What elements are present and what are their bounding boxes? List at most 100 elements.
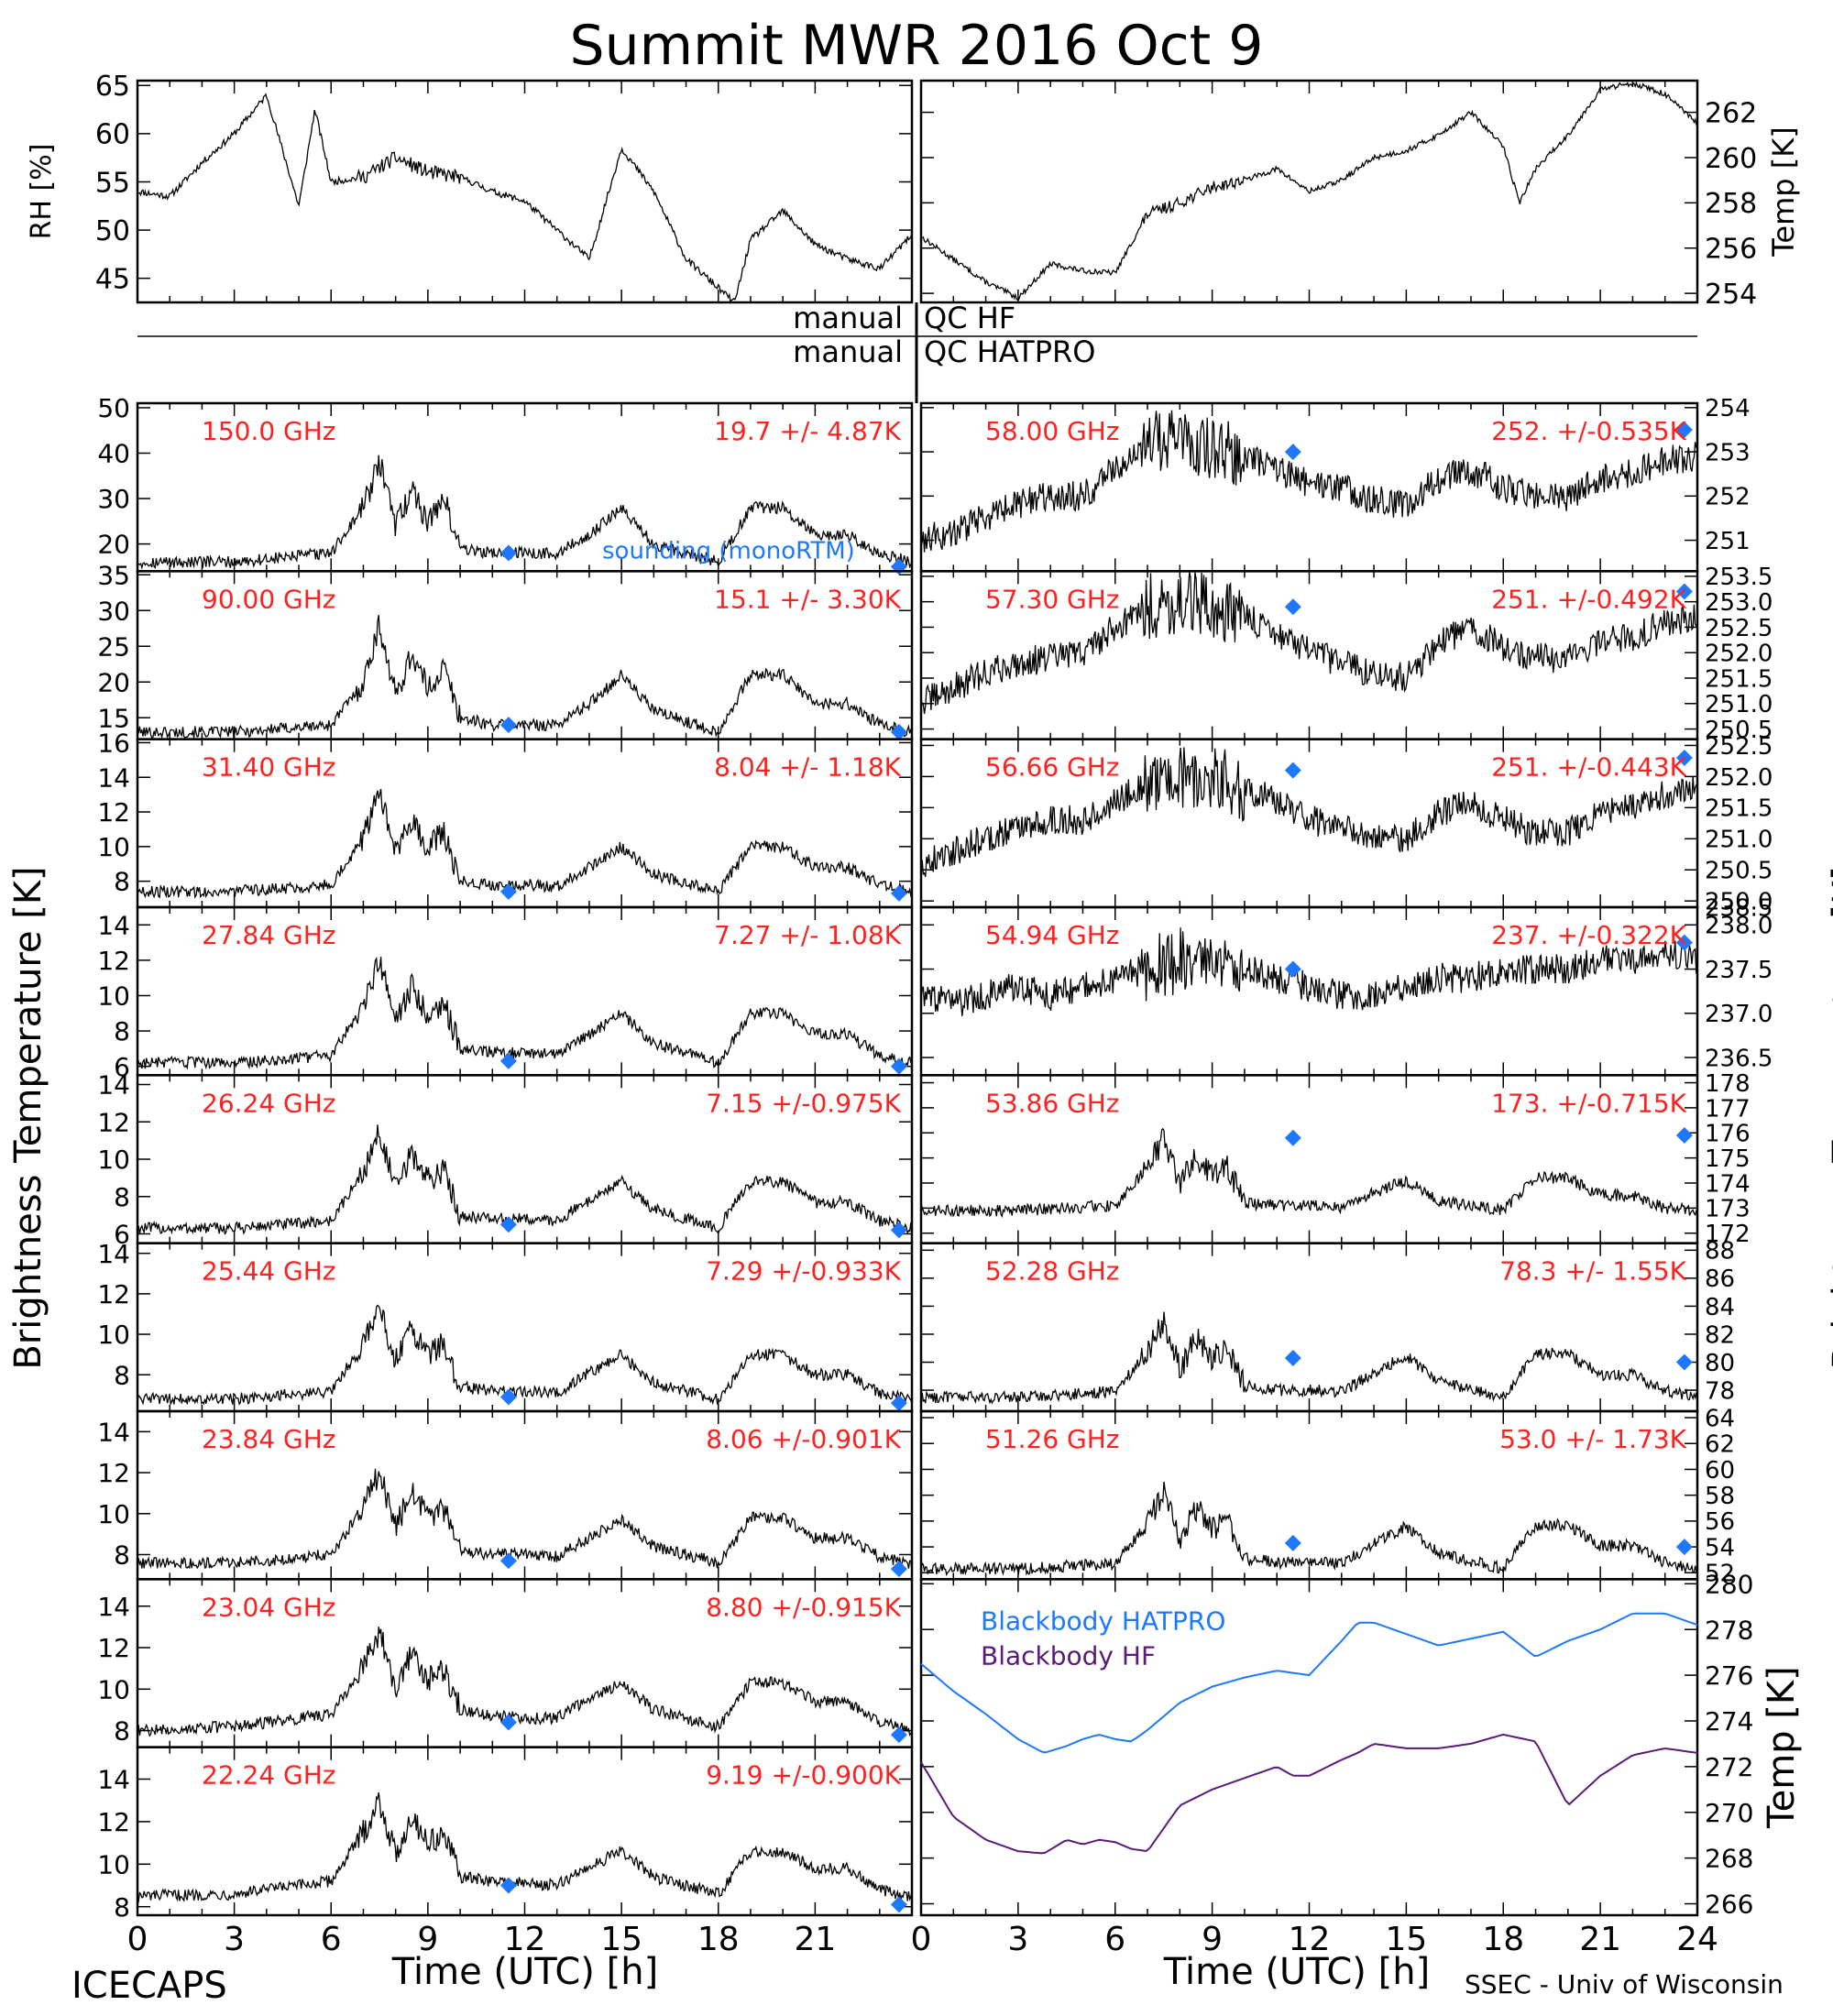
panel-y-label: RH [%] [26, 144, 58, 240]
sounding-marker [890, 1057, 907, 1075]
series-line-hf [920, 1733, 1698, 1855]
y-tick-label: 15 [97, 703, 130, 733]
data-trace [920, 81, 1698, 301]
y-tick-label: 14 [97, 910, 130, 940]
stats-label: 173. +/-0.715K [1491, 1088, 1686, 1118]
frequency-label: 150.0 GHz [202, 416, 336, 446]
sounding-marker [890, 1561, 907, 1578]
sounding-marker [890, 1222, 907, 1239]
y-tick-label: 173 [1705, 1196, 1751, 1223]
y-tick-label: 252 [1705, 484, 1751, 511]
sounding-marker [1675, 750, 1693, 767]
data-trace [920, 927, 1698, 1016]
sounding-legend-label: sounding (monoRTM) [602, 537, 855, 564]
y-tick-label: 16 [97, 729, 130, 759]
y-tick-label: 10 [97, 1320, 130, 1350]
y-tick-label: 10 [97, 1849, 130, 1879]
y-tick-label: 8 [114, 1540, 130, 1571]
y-tick-label: 252.5 [1705, 615, 1773, 642]
y-tick-label: 60 [1705, 1457, 1735, 1485]
x-tick-label-right: 6 [1104, 1921, 1125, 1958]
y-tick-label: 12 [97, 1633, 130, 1663]
sounding-marker [1675, 934, 1693, 951]
sounding-marker [499, 544, 517, 562]
y-tick-label: 80 [1705, 1350, 1735, 1377]
y-tick-label: 12 [97, 1107, 130, 1137]
y-tick-label: 251 [1705, 528, 1751, 555]
x-tick-label-right: 3 [1007, 1921, 1028, 1958]
sounding-marker [1284, 761, 1301, 779]
y-tick-label: 270 [1705, 1798, 1753, 1828]
sounding-marker [890, 1395, 907, 1412]
frequency-label: 54.94 GHz [985, 920, 1120, 950]
data-trace [920, 1481, 1698, 1577]
y-tick-label: 252.0 [1705, 764, 1773, 792]
y-tick-label: 172 [1705, 1221, 1751, 1248]
y-tick-label: 256 [1705, 234, 1757, 266]
sounding-marker [499, 1877, 517, 1894]
sounding-marker [499, 1216, 517, 1233]
stats-label: 237. +/-0.322K [1491, 920, 1686, 950]
y-tick-label: 238.0 [1705, 913, 1773, 940]
y-tick-label: 236.5 [1705, 1045, 1773, 1072]
frequency-label: 51.26 GHz [985, 1424, 1120, 1454]
y-tick-label: 251.5 [1705, 665, 1773, 693]
stats-label: 7.29 +/-0.933K [706, 1256, 901, 1287]
sounding-marker [1284, 1349, 1301, 1366]
y-tick-label: 177 [1705, 1095, 1751, 1123]
x-tick-label-right: 21 [1579, 1921, 1621, 1958]
y-tick-label: 56 [1705, 1508, 1735, 1536]
frequency-label: 26.24 GHz [202, 1088, 336, 1118]
channel-panel-left: 6 8 10 12 14 26.24 GHz 7.15 +/-0.975K [97, 1070, 914, 1250]
sounding-marker [1284, 1129, 1301, 1146]
y-tick-label: 30 [97, 596, 130, 626]
y-tick-label: 250.5 [1705, 717, 1773, 744]
y-tick-label: 268 [1705, 1844, 1753, 1874]
y-tick-label: 8 [114, 1016, 130, 1046]
sounding-marker [1675, 421, 1693, 438]
y-tick-label: 260 [1705, 143, 1757, 175]
sounding-marker [890, 723, 907, 740]
y-tick-label: 55 [95, 167, 130, 199]
y-tick-label: 175 [1705, 1145, 1751, 1173]
channel-panel-left: 8 10 12 14 23.84 GHz 8.06 +/-0.901K [97, 1409, 914, 1581]
x-axis-label-right: Time (UTC) [h] [1163, 1951, 1430, 1993]
rh-panel-frame [136, 79, 914, 304]
x-tick-label-right: 15 [1385, 1921, 1427, 1958]
frequency-label: 27.84 GHz [202, 920, 336, 950]
y-tick-label: 78 [1705, 1377, 1735, 1405]
y-tick-label: 10 [97, 1499, 130, 1529]
x-tick-label-left: 18 [697, 1921, 740, 1958]
y-tick-label: 10 [97, 1674, 130, 1704]
x-tick-label-right: 12 [1289, 1921, 1331, 1958]
y-tick-label: 238.5 [1705, 894, 1773, 922]
data-trace [920, 571, 1698, 715]
y-tick-label: 82 [1705, 1321, 1735, 1349]
x-tick-label-left: 12 [504, 1921, 546, 1958]
y-tick-label: 272 [1705, 1752, 1753, 1782]
channel-panel-left: 20 30 40 50 sounding (monoRTM) 150.0 GHz 19.7 … [97, 393, 914, 575]
y-tick-label: 35 [97, 560, 130, 590]
data-trace [137, 93, 913, 304]
y-tick-label: 253.0 [1705, 589, 1773, 617]
y-tick-label: 12 [97, 1279, 130, 1309]
frequency-label: 53.86 GHz [985, 1088, 1120, 1118]
legend-entry-hf: Blackbody HF [981, 1640, 1156, 1671]
sounding-marker [499, 882, 517, 900]
y-tick-label: 8 [114, 1892, 130, 1923]
y-tick-label: 50 [97, 393, 130, 423]
frequency-label: 23.04 GHz [202, 1592, 336, 1622]
frequency-label: 22.24 GHz [202, 1760, 336, 1791]
stats-label: 251. +/-0.443K [1491, 752, 1686, 783]
sounding-marker [1675, 1539, 1693, 1556]
sounding-marker [1284, 960, 1301, 978]
sounding-marker [499, 1052, 517, 1069]
frequency-label: 57.30 GHz [985, 584, 1120, 614]
channel-panel-right: 251 252 253 254 58.00 GHz 252. +/-0.535K [919, 395, 1751, 573]
y-tick-label: 237.5 [1705, 957, 1773, 984]
